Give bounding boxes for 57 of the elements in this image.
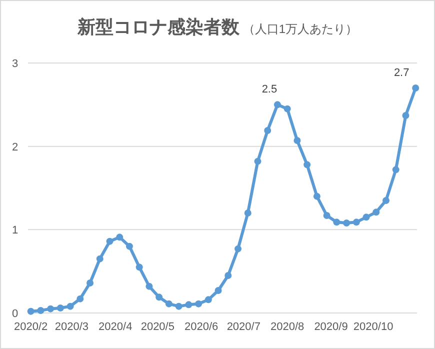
chart-title: 新型コロナ感染者数 (76, 17, 240, 37)
point (264, 127, 272, 134)
point (224, 272, 232, 279)
x-tick-label: 2020/4 (98, 321, 132, 333)
point (323, 212, 330, 219)
point (294, 137, 301, 144)
point (156, 294, 163, 301)
point (274, 101, 281, 108)
point (106, 238, 114, 245)
point (146, 282, 153, 290)
x-tick-label: 2020/5 (140, 321, 174, 333)
point (185, 301, 192, 308)
point (214, 287, 222, 294)
point (27, 308, 34, 315)
y-tick-label: 2 (12, 141, 18, 154)
point (244, 210, 252, 216)
y-tick-label: 0 (12, 308, 18, 320)
point (352, 218, 360, 226)
chart-subtitle: （人口1万人あたり） (239, 22, 358, 36)
point (382, 197, 390, 204)
x-tick-label: 2020/2 (14, 321, 48, 333)
point (234, 245, 242, 252)
point (362, 214, 370, 221)
point (165, 300, 172, 308)
point (254, 158, 262, 165)
x-tick-label: 2020/7 (226, 321, 260, 333)
x-tick-label: 2020/6 (184, 321, 218, 333)
point (126, 242, 133, 250)
point (37, 307, 44, 314)
point (284, 105, 291, 112)
point (372, 208, 380, 216)
point (86, 280, 94, 286)
y-tick-label: 3 (12, 58, 18, 70)
point (116, 234, 124, 241)
data-label: 2.7 (394, 67, 410, 79)
point (76, 295, 84, 302)
x-tick-label: 2020/3 (54, 321, 89, 333)
data-label: 2.5 (262, 84, 278, 96)
point (96, 255, 104, 262)
point (402, 112, 410, 119)
point (313, 192, 320, 200)
point (136, 264, 143, 271)
point (195, 300, 202, 308)
point (56, 304, 64, 312)
x-tick-label: 2020/9 (314, 321, 348, 333)
point (47, 305, 54, 312)
point (66, 302, 74, 310)
point (304, 161, 311, 168)
x-tick-label: 2020/8 (270, 321, 304, 333)
y-tick-label: 1 (12, 224, 18, 237)
point (343, 220, 350, 226)
point (175, 302, 182, 310)
point (204, 296, 212, 304)
point (333, 218, 340, 226)
point (392, 166, 400, 174)
point (412, 84, 420, 92)
x-tick-label: 2020/10 (353, 321, 394, 333)
